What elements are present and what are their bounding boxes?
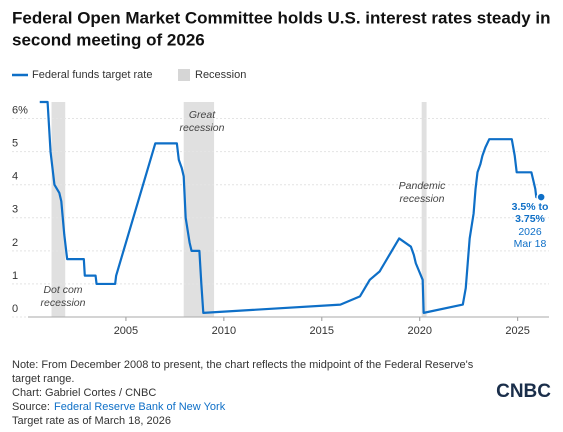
note: target range.: [12, 373, 74, 385]
rate-line: [39, 100, 542, 314]
y-tick-label: 2: [12, 237, 18, 249]
x-tick-label: 2015: [310, 325, 334, 337]
x-tick-label: 2005: [114, 325, 138, 337]
end-date: Mar 18: [514, 238, 547, 250]
end-point: [536, 192, 546, 202]
y-tick-label: 3: [12, 204, 18, 216]
legend-label: Recession: [195, 69, 246, 81]
chart-title: Federal Open Market Committee holds U.S.…: [12, 8, 551, 27]
end-label: 3.5% to: [512, 201, 549, 213]
annotation: recession: [41, 297, 86, 309]
x-tick-label: 2010: [212, 325, 236, 337]
y-tick-label: 4: [12, 171, 18, 183]
logo: CNBC: [496, 381, 551, 402]
y-tick-label: 5: [12, 138, 18, 150]
recession-band: [183, 102, 215, 317]
annotation: recession: [180, 122, 225, 134]
end-label: 3.75%: [515, 213, 545, 225]
annotation: Pandemic: [399, 180, 446, 192]
source[interactable]: Federal Reserve Bank of New York: [54, 401, 226, 413]
date-note: Target rate as of March 18, 2026: [12, 415, 171, 427]
legend-swatch: [178, 69, 190, 81]
recession-band: [421, 102, 427, 317]
end-date: 2026: [518, 226, 542, 238]
source-label: Source:: [12, 401, 50, 413]
note: Note: From December 2008 to present, the…: [12, 359, 474, 371]
credit: Chart: Gabriel Cortes / CNBC: [12, 387, 156, 399]
annotation: recession: [400, 193, 445, 205]
chart-title: second meeting of 2026: [12, 30, 205, 49]
y-tick-label: 6%: [12, 104, 28, 116]
annotation: Great: [189, 109, 216, 121]
annotation: Dot com: [43, 284, 82, 296]
y-tick-label: 0: [12, 303, 18, 315]
legend-label: Federal funds target rate: [32, 69, 152, 81]
x-tick-label: 2020: [407, 325, 431, 337]
x-tick-label: 2025: [505, 325, 529, 337]
recession-band: [51, 102, 66, 317]
y-tick-label: 1: [12, 270, 18, 282]
